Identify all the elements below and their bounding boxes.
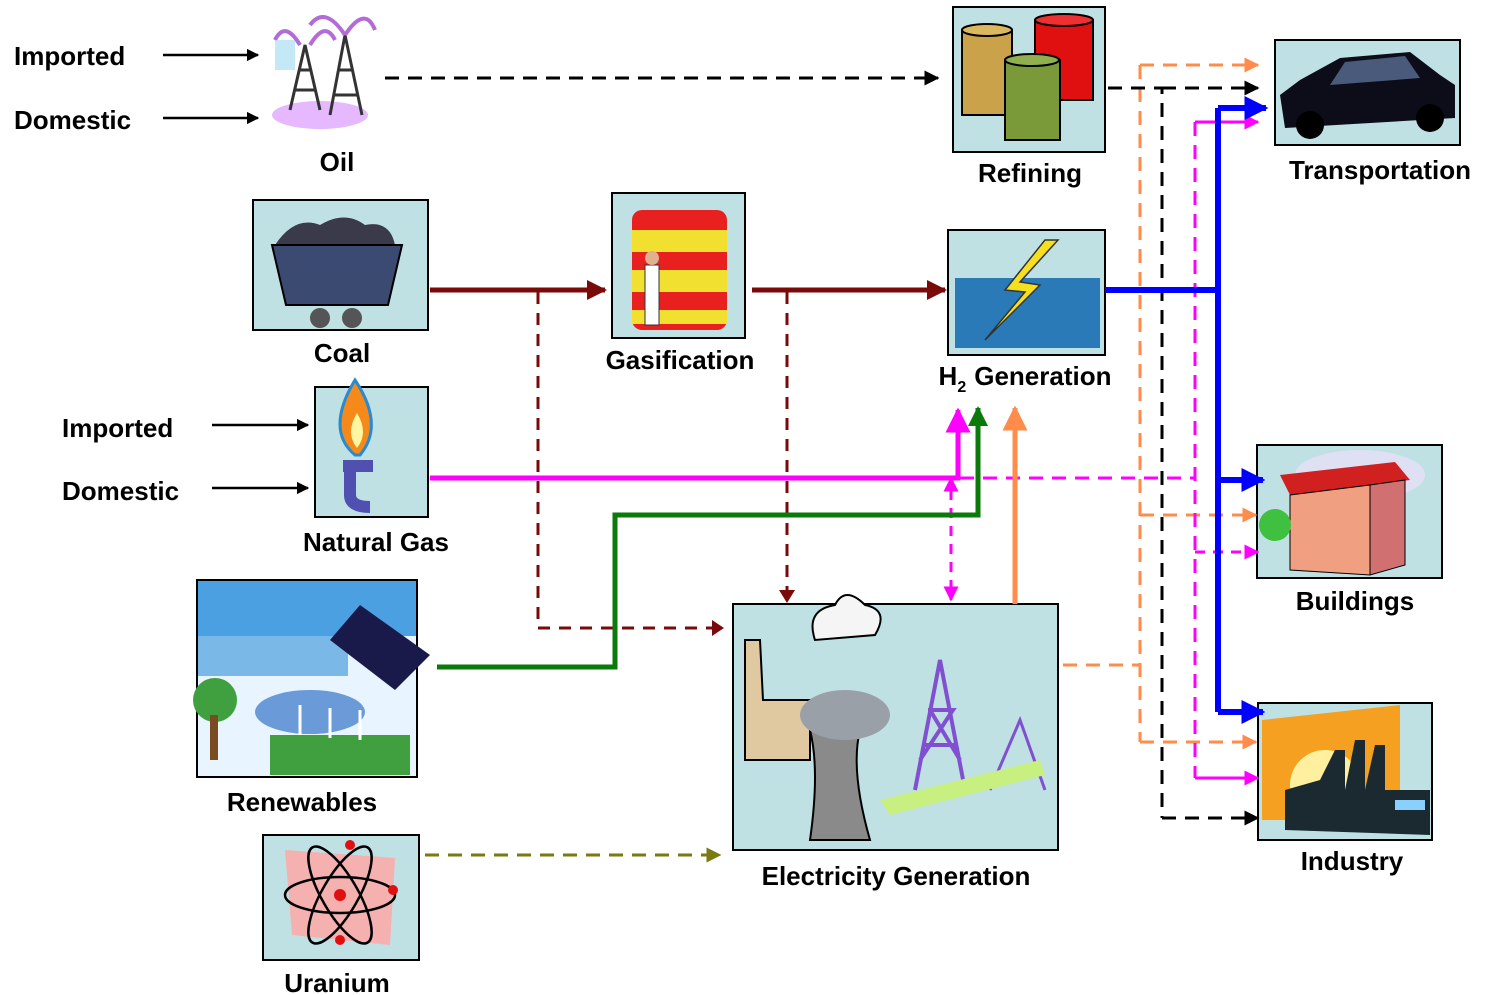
gasification-icon xyxy=(632,210,727,330)
buildings-icon xyxy=(1259,450,1425,576)
icons xyxy=(193,6,1461,961)
coal-flow-dashed xyxy=(536,292,722,630)
flame-icon xyxy=(338,377,373,513)
gas-flow xyxy=(430,407,971,481)
electric-flow xyxy=(1063,65,1142,742)
renewables-icon xyxy=(193,581,430,775)
industry-icon xyxy=(1262,705,1430,835)
refining-icon xyxy=(961,13,1094,141)
arrowhead xyxy=(779,590,795,603)
node-label: Uranium xyxy=(284,968,389,995)
node-label: H2 Generation xyxy=(939,361,1112,396)
node-label: Buildings xyxy=(1296,586,1414,616)
labels: Imported Domestic Imported Domestic Oil … xyxy=(14,41,1471,995)
car-icon xyxy=(1280,52,1455,139)
renewables-flow xyxy=(437,406,988,670)
node-label: Transportation xyxy=(1289,155,1471,185)
coal-icon xyxy=(270,217,404,328)
input-label: Domestic xyxy=(14,105,131,135)
node-label: Electricity Generation xyxy=(762,861,1031,891)
arrowhead xyxy=(712,620,724,636)
atom-icon xyxy=(283,840,398,945)
electricity-icon xyxy=(744,594,1047,841)
node-label: Refining xyxy=(978,158,1082,188)
node-label: Natural Gas xyxy=(303,527,449,557)
input-label: Imported xyxy=(14,41,125,71)
refining-flow xyxy=(1108,86,1164,818)
natural-gas-box xyxy=(314,386,429,518)
label-part: Generation xyxy=(974,361,1111,391)
node-label: Industry xyxy=(1301,846,1404,876)
input-label: Domestic xyxy=(62,476,179,506)
node-label: Oil xyxy=(320,147,355,177)
oil-icon xyxy=(272,15,377,129)
h2-icon xyxy=(955,239,1100,348)
label-part: H xyxy=(939,361,958,391)
input-label: Imported xyxy=(62,413,173,443)
node-label: Coal xyxy=(314,338,370,368)
h2-flow xyxy=(1105,108,1221,712)
node-label: Renewables xyxy=(227,787,377,817)
connectors xyxy=(163,48,1269,863)
label-subscript: 2 xyxy=(957,379,966,396)
node-label: Gasification xyxy=(606,345,755,375)
